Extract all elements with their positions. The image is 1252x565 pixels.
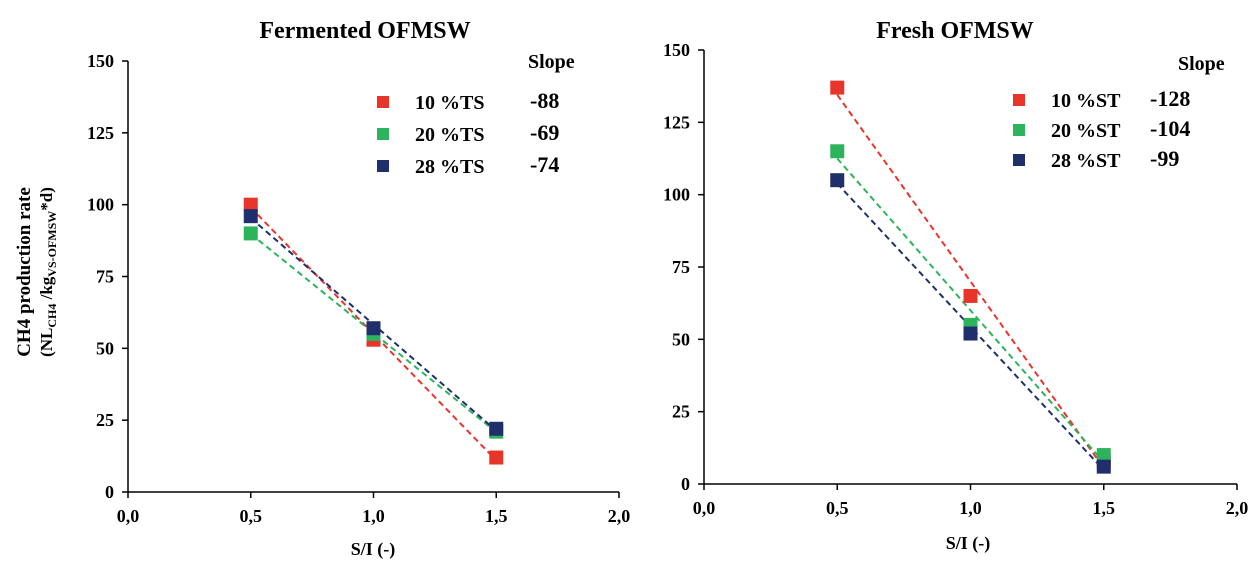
data-point: [243, 226, 258, 241]
y-tick-label: 125: [87, 123, 114, 143]
data-points: [830, 80, 1111, 474]
y-axis-unit: (NLCH4 /kgVS-OFMSW*d): [37, 187, 59, 357]
slope-value: -69: [530, 120, 559, 145]
legend-marker: [1013, 124, 1025, 136]
legend: 10 %ST -128 20 %ST -104 28 %ST -99: [1013, 86, 1190, 172]
y-axis-title: CH4 production rate: [14, 187, 35, 357]
slope-header: Slope: [528, 51, 575, 73]
y-tick-label: 150: [87, 51, 114, 71]
y-tick-label: 50: [96, 338, 114, 358]
x-tick-label: 2,0: [1226, 498, 1249, 518]
x-axis-title: S/I (-): [946, 533, 991, 554]
slope-value: -74: [530, 152, 559, 177]
y-tick-label: 100: [663, 185, 690, 205]
legend-label: 28 %TS: [415, 156, 484, 178]
data-point: [243, 197, 258, 212]
x-tick-label: 0,5: [240, 506, 263, 526]
data-point: [830, 173, 845, 188]
trendline: [250, 206, 497, 462]
legend-label: 28 %ST: [1051, 150, 1121, 172]
chart-title: Fermented OFMSW: [259, 18, 470, 44]
y-ticks: 0 25 50 75 100 125 150: [663, 40, 704, 494]
x-ticks: 0,0 0,5 1,0 1,5 2,0: [693, 484, 1249, 518]
y-tick-label: 75: [672, 257, 690, 277]
y-tick-label: 150: [663, 40, 690, 60]
slope-value: -88: [530, 88, 559, 113]
y-tick-label: 0: [681, 474, 690, 494]
data-point: [830, 80, 845, 95]
y-tick-label: 25: [96, 410, 114, 430]
legend-marker: [377, 160, 389, 172]
slope-value: -99: [1150, 146, 1179, 171]
x-tick-label: 1,5: [1093, 498, 1116, 518]
y-tick-label: 50: [672, 329, 690, 349]
data-points: [243, 197, 504, 465]
legend: 10 %TS -88 20 %TS -69 28 %TS -74: [377, 88, 559, 178]
data-point: [489, 450, 504, 465]
data-point: [366, 321, 381, 336]
data-point: [1096, 459, 1111, 474]
data-point: [963, 288, 978, 303]
x-tick-label: 1,0: [362, 506, 385, 526]
trendline: [836, 94, 1105, 469]
legend-label: 20 %ST: [1051, 120, 1121, 142]
data-point: [243, 209, 258, 224]
legend-label: 20 %TS: [415, 124, 484, 146]
trendline: [250, 233, 497, 433]
data-point: [1096, 448, 1111, 463]
legend-label: 10 %ST: [1051, 90, 1121, 112]
chart-title: Fresh OFMSW: [876, 18, 1034, 44]
legend-label: 10 %TS: [415, 92, 484, 114]
legend-marker: [377, 96, 389, 108]
x-tick-label: 1,0: [959, 498, 982, 518]
slope-value: -128: [1150, 86, 1190, 111]
slope-header: Slope: [1178, 53, 1225, 75]
data-point: [830, 144, 845, 159]
legend-marker: [377, 128, 389, 140]
legend-marker: [1013, 94, 1025, 106]
y-tick-label: 100: [87, 195, 114, 215]
slope-value: -104: [1150, 116, 1190, 141]
x-tick-label: 0,0: [693, 498, 716, 518]
y-tick-label: 75: [96, 267, 114, 287]
legend-marker: [1013, 154, 1025, 166]
x-tick-label: 1,5: [485, 506, 508, 526]
chart-fermented: Fermented OFMSW Slope CH4 production rat…: [14, 18, 630, 560]
x-tick-label: 2,0: [608, 506, 631, 526]
trendline: [836, 157, 1105, 463]
x-tick-label: 0,0: [117, 506, 140, 526]
data-point: [963, 326, 978, 341]
y-ticks: 0 25 50 75 100 125 150: [87, 51, 128, 502]
x-ticks: 0,0 0,5 1,0 1,5 2,0: [117, 492, 631, 526]
x-axis-title: S/I (-): [351, 539, 396, 560]
x-tick-label: 0,5: [826, 498, 849, 518]
y-tick-label: 0: [105, 482, 114, 502]
y-tick-label: 25: [672, 402, 690, 422]
data-point: [489, 421, 504, 436]
y-tick-label: 125: [663, 112, 690, 132]
